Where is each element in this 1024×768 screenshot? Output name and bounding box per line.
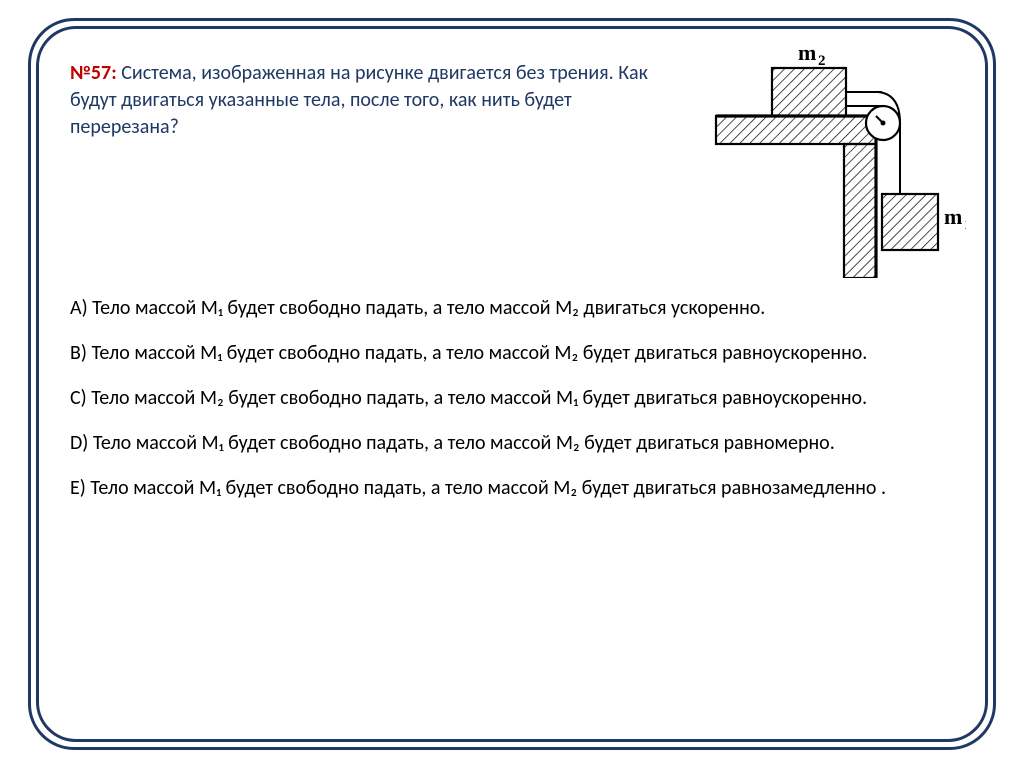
- option-a: A) Тело массой M₁ будет свободно падать,…: [70, 295, 954, 322]
- option-text: Тело массой M₁ будет свободно падать, а …: [88, 296, 766, 320]
- option-c: C) Тело массой M₂ будет свободно падать,…: [70, 385, 954, 412]
- option-b: B) Тело массой M₁ будет свободно падать,…: [70, 340, 954, 367]
- option-key: D): [70, 431, 88, 455]
- label-m1: m: [944, 204, 962, 229]
- question-text: №57: Система, изображенная на рисунке дв…: [70, 60, 670, 141]
- svg-text:1: 1: [964, 217, 966, 233]
- option-text: Тело массой M₁ будет свободно падать, а …: [88, 431, 834, 455]
- option-text: Тело массой M₁ будет свободно падать, а …: [86, 476, 886, 500]
- pulley-diagram: m 2 m 1: [706, 38, 966, 278]
- question-block: №57: Система, изображенная на рисунке дв…: [70, 60, 670, 141]
- option-key: E): [70, 476, 86, 500]
- option-key: A): [70, 296, 88, 320]
- option-key: C): [70, 386, 87, 410]
- option-text: Тело массой M₁ будет свободно падать, а …: [87, 341, 867, 365]
- diagram-svg: m 2 m 1: [706, 38, 966, 278]
- slide: №57: Система, изображенная на рисунке дв…: [0, 0, 1024, 768]
- question-body: Система, изображенная на рисунке двигает…: [70, 61, 648, 139]
- label-m2: m: [798, 40, 816, 65]
- option-e: E) Тело массой M₁ будет свободно падать,…: [70, 475, 954, 502]
- svg-text:2: 2: [818, 53, 826, 69]
- options-list: A) Тело массой M₁ будет свободно падать,…: [70, 295, 954, 520]
- option-key: B): [70, 341, 87, 365]
- option-text: Тело массой M₂ будет свободно падать, а …: [87, 386, 867, 410]
- option-d: D) Тело массой M₁ будет свободно падать,…: [70, 430, 954, 457]
- question-number: №57:: [70, 61, 117, 85]
